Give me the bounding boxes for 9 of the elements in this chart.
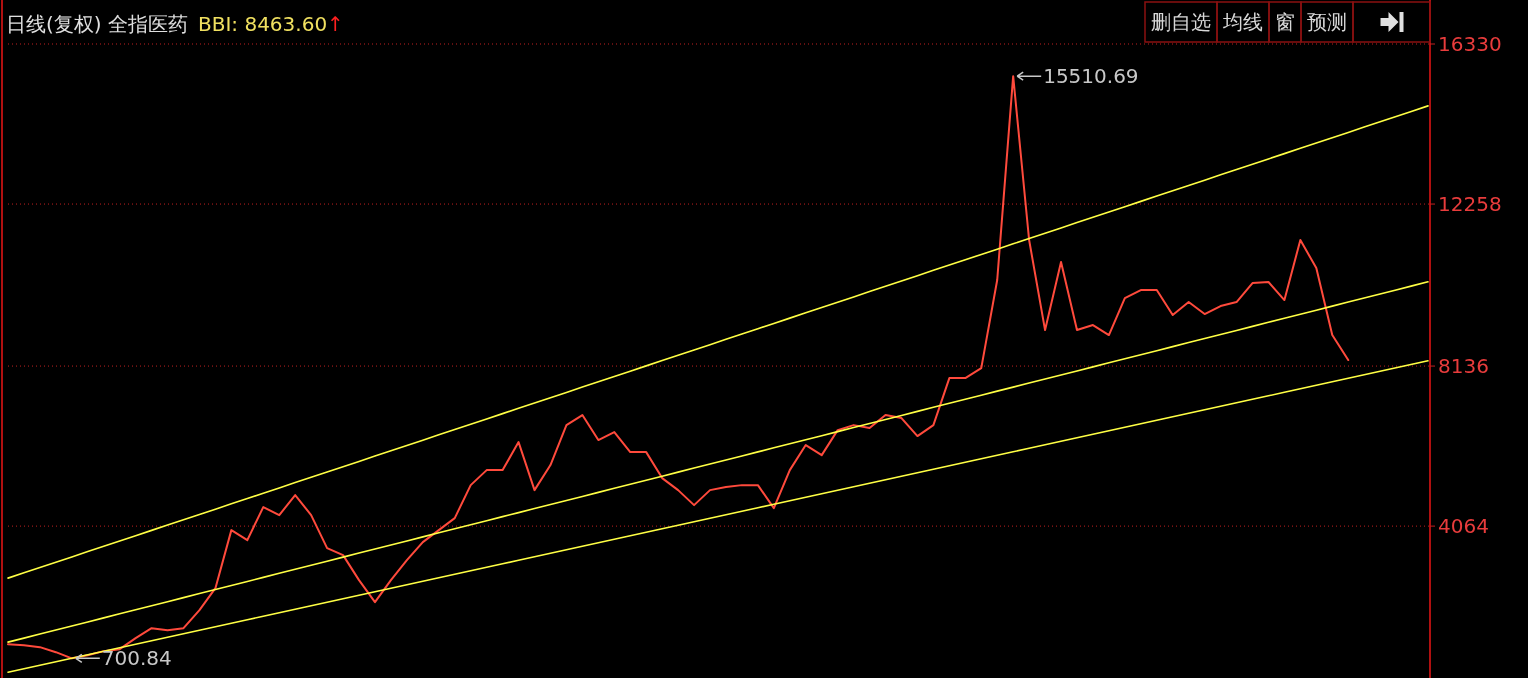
annotation: 700.84: [101, 646, 172, 671]
y-tick-label: 16330: [1438, 32, 1502, 56]
y-tick-label: 12258: [1438, 192, 1502, 217]
annotation: 15510.69: [1043, 64, 1139, 89]
toolbar: 删自选 均线 窗 预测: [1144, 1, 1354, 43]
y-tick-label: 8136: [1438, 354, 1489, 379]
chart-subtitle: BBI: 8463.60↑: [197, 12, 344, 36]
chart-title: 日线(复权) 全指医药: [6, 12, 188, 36]
y-tick-label: 4064: [1438, 514, 1489, 539]
